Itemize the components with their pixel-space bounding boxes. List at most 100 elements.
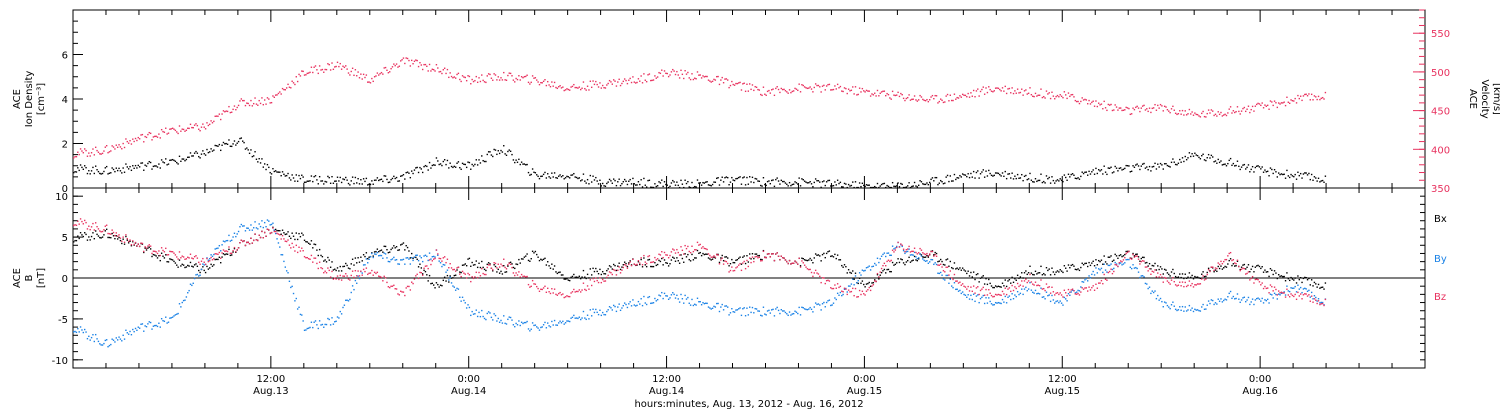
bx-point (1316, 286, 1318, 288)
density-point (156, 166, 159, 168)
bz-point (228, 246, 230, 248)
bz-point (525, 276, 527, 278)
by-point (633, 304, 635, 306)
bx-point (676, 257, 678, 259)
bx-point (154, 254, 156, 256)
bz-point (946, 266, 949, 268)
velocity-point (843, 87, 846, 89)
velocity-point (834, 85, 836, 87)
by-point (749, 306, 751, 308)
velocity-point (883, 90, 886, 92)
velocity-point (232, 108, 234, 111)
bx-point (1115, 255, 1118, 257)
by-point (369, 255, 372, 258)
velocity-point (110, 150, 112, 152)
velocity-point (148, 131, 150, 134)
density-point (214, 144, 216, 147)
density-point (573, 172, 575, 175)
velocity-point (865, 89, 868, 92)
density-point (758, 180, 761, 183)
by-point (165, 316, 167, 318)
bx-point (560, 274, 563, 276)
bz-point (133, 243, 135, 246)
density-point (1148, 165, 1151, 168)
density-point (335, 180, 337, 182)
bx-point (1106, 263, 1108, 265)
bz-point (255, 239, 258, 241)
bz-point (250, 237, 252, 239)
bx-point (389, 251, 391, 253)
velocity-point (1044, 97, 1046, 99)
bx-point (1019, 276, 1022, 278)
by-point (88, 335, 90, 338)
bz-point (294, 250, 296, 252)
bz-point (1183, 285, 1185, 288)
density-point (450, 165, 453, 168)
velocity-point (777, 88, 780, 91)
bx-point (419, 263, 421, 265)
by-point (178, 303, 181, 305)
velocity-point (788, 89, 791, 91)
bx-point (1119, 254, 1122, 256)
bz-point (978, 293, 980, 296)
bz-point (1275, 288, 1277, 291)
bx-point (997, 285, 1000, 287)
by-point (534, 324, 537, 326)
bz-point (428, 259, 431, 261)
bz-point (395, 288, 398, 290)
bz-point (307, 257, 310, 260)
density-point (710, 185, 712, 187)
velocity-point (698, 74, 700, 76)
bx-point (217, 258, 219, 261)
density-point (292, 177, 295, 179)
bx-point (994, 285, 997, 287)
density-point (864, 185, 866, 188)
by-point (1184, 306, 1186, 308)
by-point (220, 250, 222, 252)
bz-point (1155, 276, 1158, 278)
density-point (762, 177, 765, 179)
bx-point (589, 268, 592, 270)
density-point (588, 183, 590, 185)
density-point (626, 183, 629, 186)
bx-point (121, 242, 123, 245)
density-point (842, 186, 844, 188)
bx-point (417, 266, 420, 268)
density-point (1187, 157, 1189, 159)
bx-point (604, 273, 607, 275)
velocity-point (563, 89, 565, 92)
bx-point (486, 263, 488, 266)
velocity-point (1234, 111, 1236, 114)
density-point (1319, 181, 1321, 183)
velocity-point (507, 74, 509, 77)
by-point (94, 333, 97, 336)
bz-point (323, 271, 325, 274)
velocity-point (390, 67, 392, 70)
velocity-point (716, 75, 718, 78)
velocity-point (163, 131, 166, 133)
by-point (437, 254, 439, 257)
velocity-point (747, 90, 750, 92)
bz-point (198, 261, 200, 264)
bz-point (1073, 290, 1075, 292)
by-point (78, 331, 80, 333)
density-point (863, 184, 865, 187)
velocity-point (419, 62, 421, 64)
by-point (277, 242, 280, 244)
bz-point (1043, 287, 1045, 290)
by-point (116, 339, 119, 341)
density-point (945, 176, 947, 178)
density-point (159, 167, 161, 169)
bz-point (132, 240, 134, 242)
velocity-point (939, 98, 942, 100)
density-point (404, 178, 406, 180)
by-point (803, 308, 806, 310)
bz-point (445, 261, 447, 264)
by-point (141, 323, 144, 325)
bz-point (1103, 273, 1105, 276)
by-point (574, 317, 576, 319)
bx-point (437, 283, 439, 286)
by-point (738, 308, 740, 310)
density-point (1052, 179, 1055, 182)
velocity-point (171, 127, 174, 129)
